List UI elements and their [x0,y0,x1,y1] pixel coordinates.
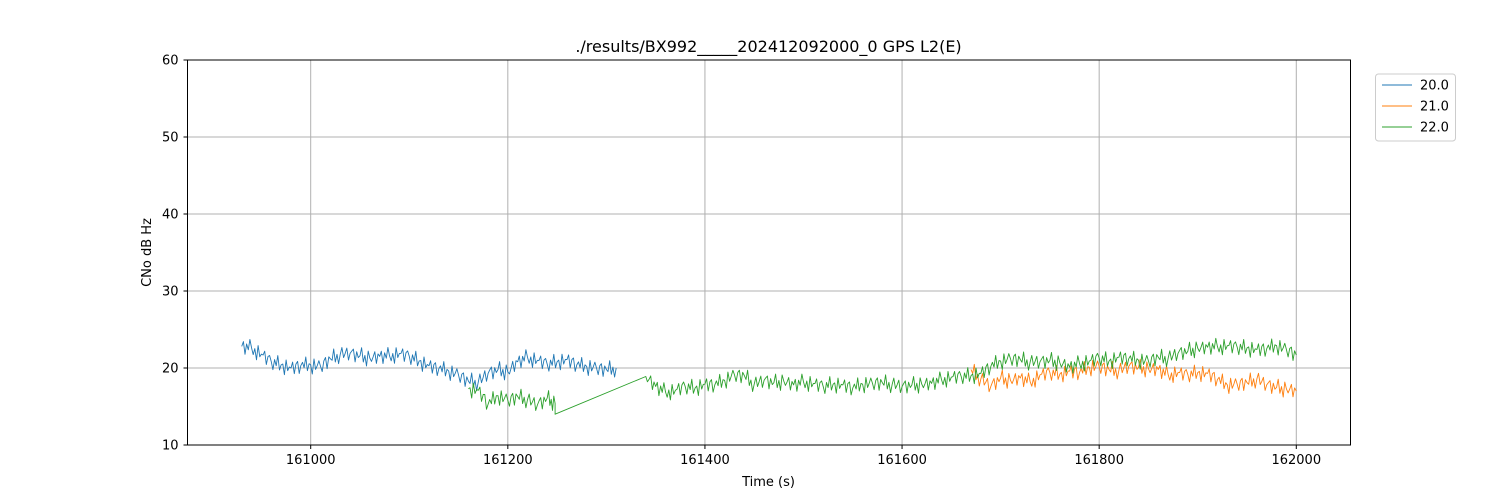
y-tick-label: 40 [162,208,179,223]
x-tick-label: 161400 [680,453,730,468]
legend-label: 20.0 [1420,79,1449,94]
legend: 20.0 21.0 22.0 [1375,73,1456,142]
legend-label: 21.0 [1420,100,1449,115]
plot-area-frame [187,59,1351,446]
x-tick-label: 161600 [877,453,927,468]
series-line-21-0 [970,358,1297,398]
series-line-20-0 [241,338,617,391]
x-tick-label: 162000 [1271,453,1321,468]
y-tick-label: 60 [162,54,179,69]
chart-title: ./results/BX992_____202412092000_0 GPS L… [575,37,961,57]
series-layer [241,337,1297,415]
y-tick-label: 20 [162,362,179,377]
y-tick-label: 30 [162,285,179,300]
axis-ticks: 161000 161200 161400 161600 161800 162000 10 20… [162,54,1321,469]
y-tick-label: 50 [162,131,179,146]
x-tick-label: 161000 [286,453,336,468]
x-tick-label: 161200 [483,453,533,468]
legend-label: 22.0 [1420,121,1449,136]
y-axis-label: CNo dB Hz [140,218,155,287]
legend-box [1375,73,1456,142]
x-axis-label: Time (s) [741,475,795,490]
series-line-22-0 [468,337,1297,415]
x-tick-label: 161800 [1074,453,1124,468]
y-tick-label: 10 [162,439,179,454]
